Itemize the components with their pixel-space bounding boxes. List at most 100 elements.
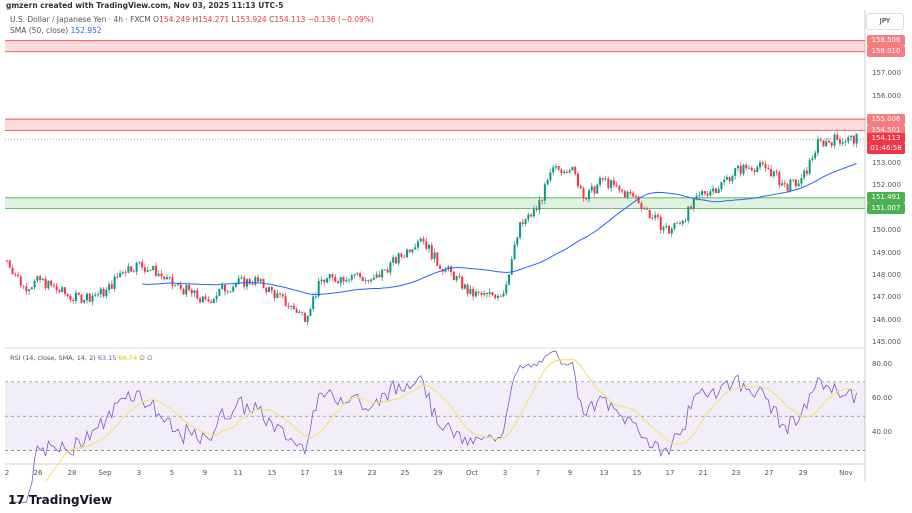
candle-body xyxy=(855,133,858,144)
candle-body xyxy=(761,162,764,165)
candle-body xyxy=(55,286,58,290)
candle-body xyxy=(306,315,309,322)
candle-body xyxy=(149,269,152,271)
candle-body xyxy=(485,292,488,295)
candle-body xyxy=(221,284,224,289)
candle-body xyxy=(794,179,797,187)
candle-body xyxy=(505,284,508,294)
time-tick: 17 xyxy=(300,469,310,477)
rsi-tick: 80.00 xyxy=(872,359,893,368)
candle-body xyxy=(22,285,25,287)
rsi-legend[interactable]: RSI (14, close, SMA, 14, 2) 63.15 66.74 … xyxy=(10,354,153,362)
candle-body xyxy=(353,274,356,276)
currency-button[interactable]: JPY xyxy=(866,13,904,30)
candle-body xyxy=(491,292,494,296)
candle-body xyxy=(165,277,168,280)
candle-body xyxy=(359,273,362,278)
candle-body xyxy=(634,196,637,198)
price-tick: 150.000 xyxy=(872,226,901,235)
candle-body xyxy=(519,222,522,238)
candle-body xyxy=(750,167,753,171)
time-tick: 15 xyxy=(632,469,642,477)
candle-body xyxy=(679,222,682,224)
tradingview-logo[interactable]: 𝟭𝟳 TradingView xyxy=(8,493,113,507)
candle-body xyxy=(521,222,524,224)
candle-body xyxy=(243,277,246,287)
candle-body xyxy=(579,186,582,189)
candle-body xyxy=(110,284,113,289)
zone-resistance-1 xyxy=(5,119,865,131)
candle-body xyxy=(251,283,254,285)
change-value: −0.136 (−0.09%) xyxy=(307,15,374,24)
candle-body xyxy=(116,276,119,278)
candle-body xyxy=(215,295,218,299)
candle-body xyxy=(6,260,8,262)
time-tick: 17 xyxy=(665,469,675,477)
candle-body xyxy=(827,141,830,143)
candle-body xyxy=(254,277,257,285)
candle-body xyxy=(394,257,397,264)
candle-body xyxy=(273,290,276,298)
rsi-tick: 60.00 xyxy=(872,394,893,402)
candle-body xyxy=(190,289,193,294)
candle-body xyxy=(618,186,621,190)
candle-body xyxy=(240,277,243,279)
candle-body xyxy=(557,166,560,170)
time-tick: 9 xyxy=(202,469,208,477)
candle-body xyxy=(588,190,591,200)
candle-body xyxy=(756,167,759,173)
symbol-legend: U.S. Dollar / Japanese Yen · 4h · FXCM O… xyxy=(10,15,374,24)
candle-body xyxy=(786,184,789,191)
candle-body xyxy=(508,274,511,285)
candle-body xyxy=(731,176,734,182)
zone-price-tag: 158.506 xyxy=(867,35,905,47)
candle-body xyxy=(480,292,483,295)
candle-body xyxy=(392,257,395,263)
candle-body xyxy=(565,171,568,173)
candle-body xyxy=(127,266,130,273)
candle-body xyxy=(792,179,795,181)
close-value: 154.113 xyxy=(274,15,306,24)
time-tick: 21 xyxy=(698,469,708,477)
candle-body xyxy=(422,238,425,242)
candle-body xyxy=(488,292,491,295)
candle-body xyxy=(455,276,458,281)
candle-body xyxy=(775,171,778,173)
candle-body xyxy=(656,215,659,217)
candle-body xyxy=(408,249,411,253)
candle-body xyxy=(157,273,160,276)
candle-body xyxy=(524,219,527,224)
candle-body xyxy=(747,167,750,169)
candle-body xyxy=(590,186,593,191)
candle-body xyxy=(549,172,552,181)
candle-body xyxy=(701,191,704,195)
sma-legend[interactable]: SMA (50, close) 152.952 xyxy=(10,26,102,35)
candle-body xyxy=(681,220,684,224)
candle-body xyxy=(185,285,188,295)
candle-body xyxy=(119,273,122,277)
candle-body xyxy=(612,180,615,186)
candle-body xyxy=(265,287,268,293)
price-tick: 153.000 xyxy=(872,159,901,167)
candle-body xyxy=(130,266,133,272)
candle-body xyxy=(160,273,163,277)
candle-body xyxy=(171,277,174,286)
price-tick: 145.000 xyxy=(872,338,901,347)
candle-body xyxy=(17,274,20,277)
time-tick: 5 xyxy=(169,469,175,477)
candle-body xyxy=(337,281,339,284)
candle-body xyxy=(168,277,171,279)
candle-body xyxy=(383,269,386,271)
time-tick: 3 xyxy=(136,469,142,477)
price-tick: 152.000 xyxy=(872,181,901,190)
candle-body xyxy=(745,164,748,169)
candle-body xyxy=(320,279,323,281)
candle-body xyxy=(560,169,563,174)
candle-body xyxy=(607,178,610,188)
high-value: 154.271 xyxy=(198,15,230,24)
candle-body xyxy=(323,279,326,283)
candle-body xyxy=(58,289,61,292)
candle-body xyxy=(143,267,146,272)
candle-body xyxy=(728,177,731,182)
